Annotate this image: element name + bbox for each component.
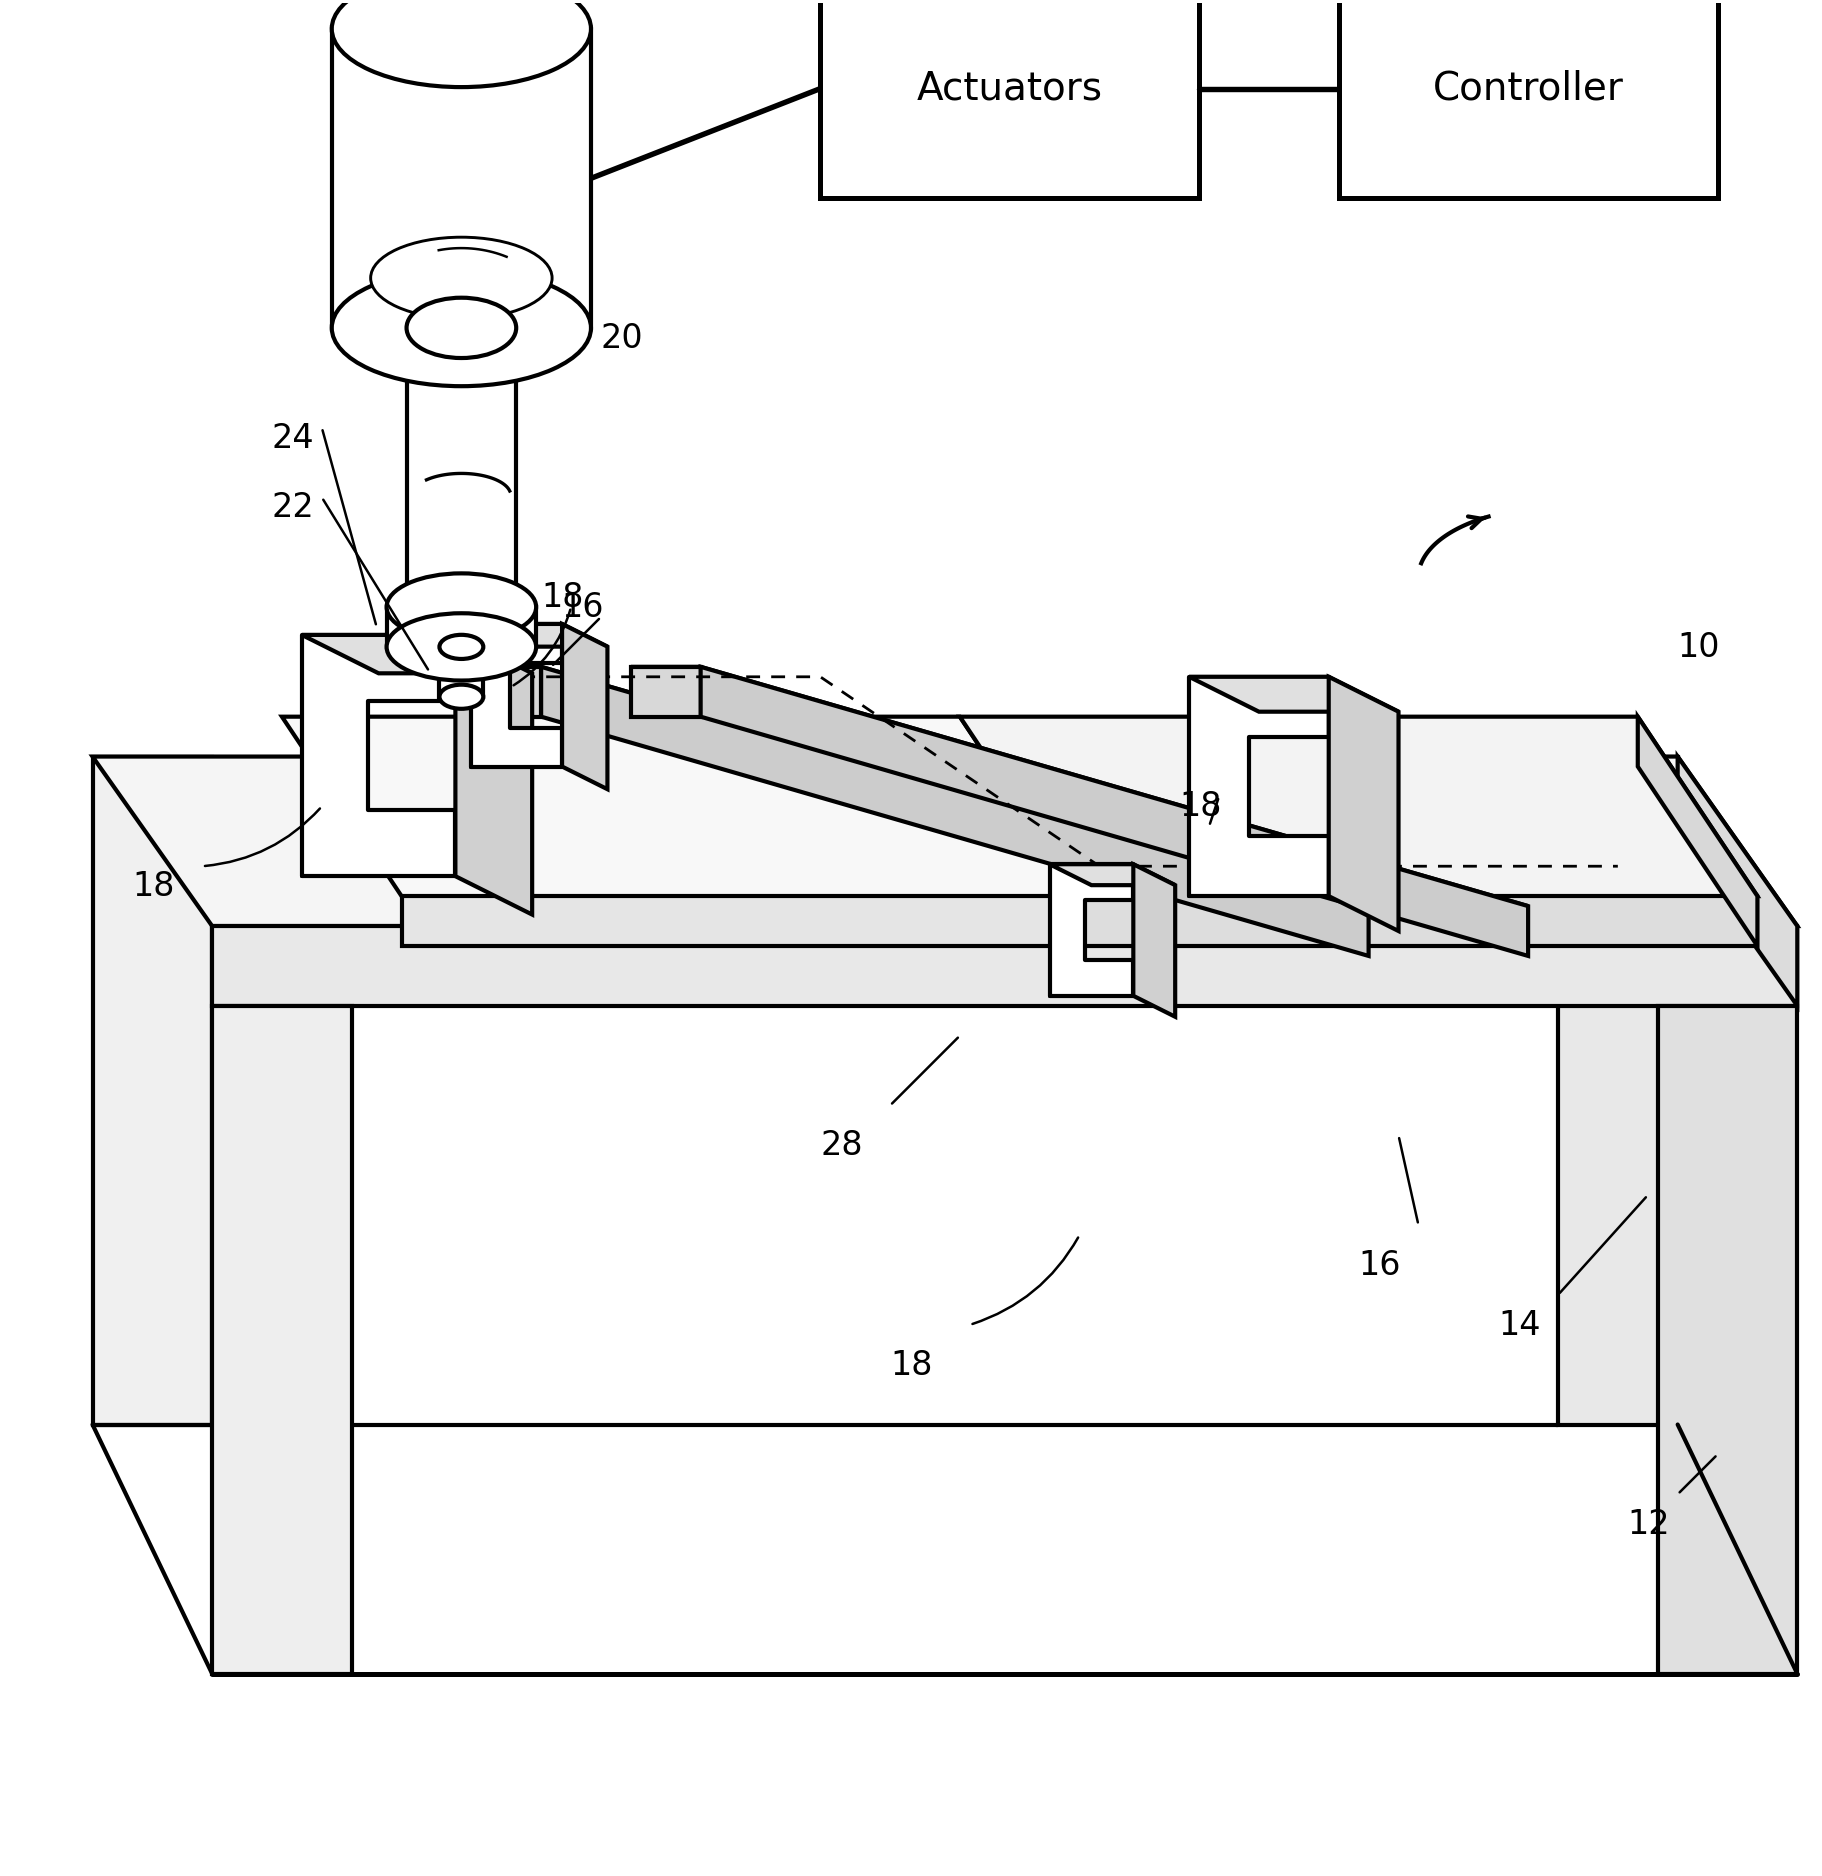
Polygon shape	[93, 756, 211, 1424]
Polygon shape	[472, 666, 541, 717]
Polygon shape	[630, 666, 1529, 906]
Polygon shape	[1328, 677, 1399, 930]
Polygon shape	[960, 717, 1758, 897]
Polygon shape	[1133, 865, 1175, 1017]
Polygon shape	[1558, 756, 1678, 1424]
Polygon shape	[1190, 677, 1399, 711]
Ellipse shape	[439, 685, 483, 709]
Polygon shape	[472, 625, 607, 647]
Ellipse shape	[332, 270, 590, 386]
Ellipse shape	[386, 574, 536, 642]
Polygon shape	[561, 625, 607, 790]
Ellipse shape	[386, 613, 536, 681]
Text: 12: 12	[1627, 1508, 1671, 1542]
Polygon shape	[401, 897, 1079, 946]
Text: 16: 16	[1359, 1249, 1401, 1281]
Bar	[386, 608, 536, 647]
Text: 28: 28	[820, 1129, 864, 1163]
Polygon shape	[1079, 897, 1758, 946]
Text: 16: 16	[561, 591, 603, 625]
Text: 24: 24	[271, 422, 315, 454]
Polygon shape	[211, 1006, 352, 1673]
Polygon shape	[630, 666, 701, 717]
Ellipse shape	[406, 298, 516, 358]
Text: 22: 22	[271, 492, 315, 523]
Ellipse shape	[439, 634, 483, 658]
Polygon shape	[302, 634, 532, 673]
Polygon shape	[1049, 865, 1175, 885]
Polygon shape	[1658, 1006, 1796, 1673]
Text: 10: 10	[1678, 630, 1720, 664]
Text: Actuators: Actuators	[916, 69, 1102, 107]
Polygon shape	[1190, 677, 1328, 897]
Polygon shape	[1678, 756, 1796, 1006]
Text: 18: 18	[541, 582, 583, 613]
Polygon shape	[472, 666, 1368, 906]
Ellipse shape	[332, 0, 590, 86]
Text: 18: 18	[891, 1349, 933, 1381]
Polygon shape	[211, 927, 1796, 1006]
Polygon shape	[282, 717, 1079, 897]
Polygon shape	[541, 666, 1368, 957]
Text: Controller: Controller	[1432, 69, 1623, 107]
Text: 18: 18	[1179, 790, 1221, 824]
Polygon shape	[93, 756, 1796, 927]
Polygon shape	[302, 634, 456, 876]
Text: 14: 14	[1498, 1309, 1541, 1341]
Ellipse shape	[370, 236, 552, 319]
Polygon shape	[1638, 717, 1758, 946]
Polygon shape	[472, 625, 561, 767]
Text: 20: 20	[601, 323, 643, 355]
Bar	[1339, 0, 1718, 199]
Polygon shape	[1049, 865, 1133, 996]
Bar	[406, 328, 516, 608]
Bar	[820, 0, 1199, 199]
Ellipse shape	[406, 576, 516, 638]
Bar	[439, 647, 483, 696]
Text: 18: 18	[133, 870, 175, 902]
Polygon shape	[701, 666, 1529, 957]
Bar	[332, 28, 590, 328]
Polygon shape	[456, 634, 532, 915]
